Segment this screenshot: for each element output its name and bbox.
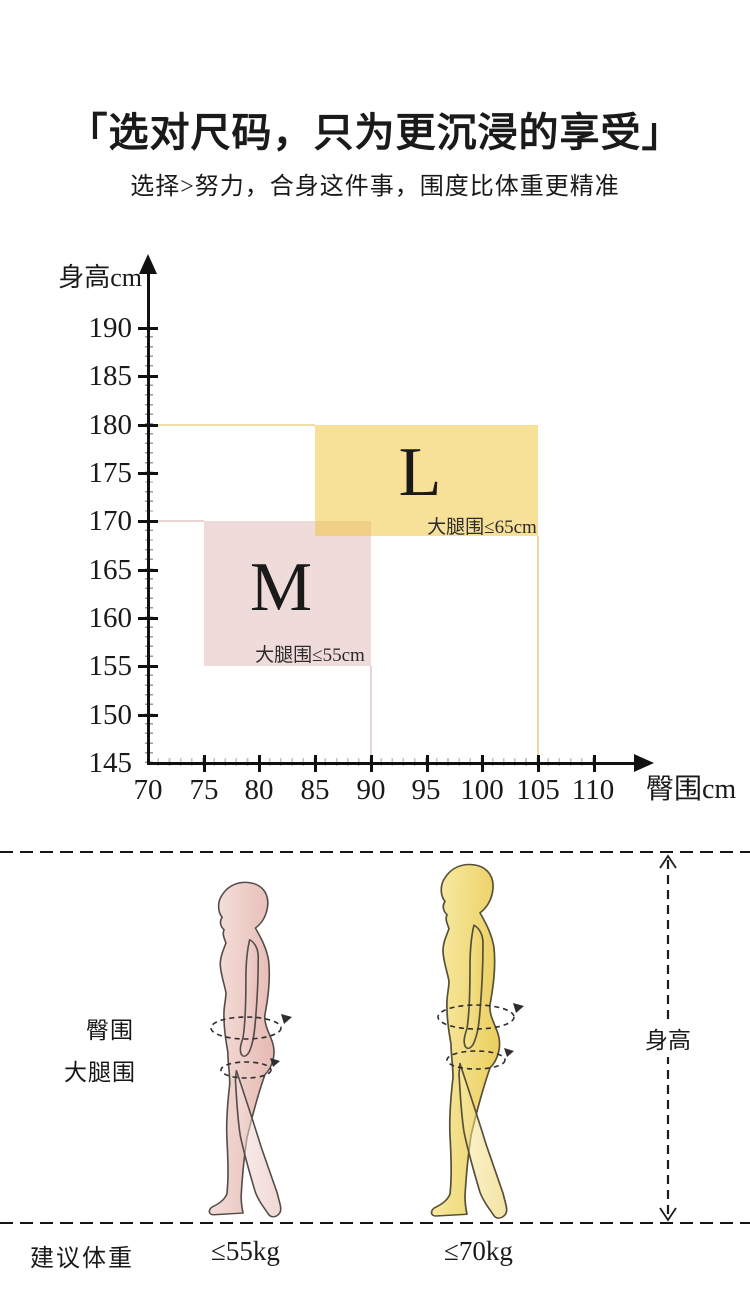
x-axis-arrow-icon bbox=[634, 754, 654, 772]
x-tick bbox=[426, 755, 429, 772]
y-tick-label: 185 bbox=[88, 360, 133, 392]
y-tick bbox=[138, 327, 158, 330]
x-axis-title: 臀围cm bbox=[646, 774, 737, 805]
figure-l-silhouette bbox=[430, 863, 508, 1219]
zone-l-note: 大腿围≤65cm bbox=[427, 517, 537, 538]
y-tick-label: 190 bbox=[88, 312, 133, 344]
hip-label: 臀围 bbox=[86, 1018, 134, 1043]
guide-line-180 bbox=[150, 424, 315, 426]
x-tick-label: 90 bbox=[356, 774, 386, 806]
thigh-label: 大腿围 bbox=[64, 1060, 136, 1085]
y-tick bbox=[138, 665, 158, 668]
page-subtitle: 选择>努力，合身这件事，围度比体重更精准 bbox=[130, 174, 620, 200]
height-arrow bbox=[659, 854, 677, 1222]
y-tick-label: 170 bbox=[88, 505, 133, 537]
hip-ellipse-l bbox=[437, 1004, 515, 1030]
zone-m-rect bbox=[204, 521, 371, 666]
rotation-arrow-icons bbox=[270, 1003, 524, 1067]
guide-line-90 bbox=[370, 666, 372, 762]
y-tick bbox=[138, 424, 158, 427]
x-tick bbox=[258, 755, 261, 772]
x-tick bbox=[481, 755, 484, 772]
height-label: 身高 bbox=[642, 1019, 694, 1057]
y-tick-label: 145 bbox=[88, 747, 133, 779]
x-tick bbox=[593, 755, 596, 772]
x-tick bbox=[314, 755, 317, 772]
y-tick bbox=[138, 472, 158, 475]
y-tick-label: 150 bbox=[88, 699, 133, 731]
figure-m-silhouette bbox=[208, 881, 282, 1218]
weight-m-value: ≤55kg bbox=[211, 1236, 280, 1266]
guide-line-170 bbox=[150, 520, 204, 522]
y-tick-label: 175 bbox=[88, 457, 133, 489]
x-tick-label: 100 bbox=[460, 774, 504, 806]
zone-m-note: 大腿围≤55cm bbox=[255, 645, 365, 666]
x-tick-label: 110 bbox=[571, 774, 615, 806]
zone-l-letter: L bbox=[398, 434, 442, 511]
guide-line-105 bbox=[537, 536, 539, 762]
x-tick-label: 70 bbox=[133, 774, 163, 806]
y-axis-arrow-icon bbox=[139, 254, 157, 274]
y-axis-title: 身高cm bbox=[58, 263, 142, 292]
suggested-weight-label: 建议体重 bbox=[30, 1246, 134, 1272]
zone-m-letter: M bbox=[249, 549, 313, 626]
x-tick bbox=[203, 755, 206, 772]
y-axis bbox=[147, 272, 150, 765]
y-tick-label: 165 bbox=[88, 554, 133, 586]
y-tick bbox=[138, 569, 158, 572]
x-tick-label: 105 bbox=[516, 774, 560, 806]
weight-l-value: ≤70kg bbox=[444, 1236, 513, 1266]
y-tick bbox=[138, 617, 158, 620]
y-tick-label: 180 bbox=[88, 409, 133, 441]
y-tick-label: 155 bbox=[88, 650, 133, 682]
y-tick bbox=[138, 375, 158, 378]
x-tick bbox=[537, 755, 540, 772]
x-tick bbox=[370, 755, 373, 772]
bottom-divider bbox=[0, 1222, 750, 1224]
x-tick-label: 75 bbox=[189, 774, 219, 806]
x-axis bbox=[147, 762, 639, 765]
zone-l-rect bbox=[315, 425, 538, 536]
x-tick-label: 80 bbox=[244, 774, 274, 806]
page-title: 「选对尺码，只为更沉浸的享受」 bbox=[67, 110, 683, 155]
y-tick-label: 160 bbox=[88, 602, 133, 634]
hip-ellipse-m bbox=[210, 1016, 282, 1040]
top-divider bbox=[0, 851, 750, 853]
x-tick-label: 85 bbox=[300, 774, 330, 806]
measure-overlay bbox=[210, 854, 677, 1222]
thigh-ellipse-m bbox=[220, 1061, 272, 1079]
y-tick bbox=[138, 714, 158, 717]
x-tick-label: 95 bbox=[411, 774, 441, 806]
thigh-ellipse-l bbox=[446, 1050, 506, 1070]
y-tick bbox=[138, 520, 158, 523]
